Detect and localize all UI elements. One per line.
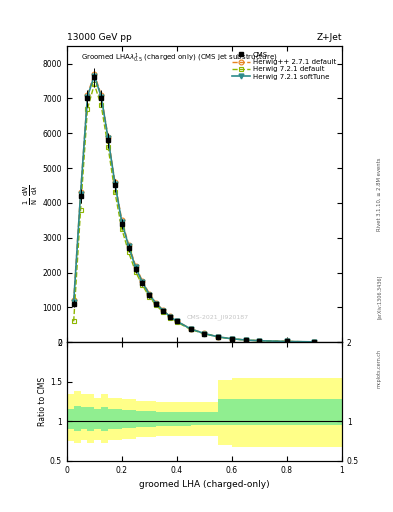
X-axis label: groomed LHA (charged-only): groomed LHA (charged-only): [139, 480, 270, 489]
Y-axis label: $\frac{1}{\mathrm{N}}$ $\frac{\mathrm{d}N}{\mathrm{d}\lambda}$: $\frac{1}{\mathrm{N}}$ $\frac{\mathrm{d}…: [22, 184, 40, 205]
Text: [arXiv:1306.3436]: [arXiv:1306.3436]: [377, 275, 382, 319]
Text: Groomed LHA$\lambda^1_{0.5}$ (charged only) (CMS jet substructure): Groomed LHA$\lambda^1_{0.5}$ (charged on…: [81, 52, 277, 66]
Text: CMS-2021_JI920187: CMS-2021_JI920187: [187, 314, 249, 321]
Text: 13000 GeV pp: 13000 GeV pp: [67, 33, 132, 41]
Text: Z+Jet: Z+Jet: [316, 33, 342, 41]
Y-axis label: Ratio to CMS: Ratio to CMS: [38, 377, 47, 426]
Text: Rivet 3.1.10, ≥ 2.8M events: Rivet 3.1.10, ≥ 2.8M events: [377, 158, 382, 231]
Text: mcplots.cern.ch: mcplots.cern.ch: [377, 349, 382, 388]
Legend: CMS, Herwig++ 2.7.1 default, Herwig 7.2.1 default, Herwig 7.2.1 softTune: CMS, Herwig++ 2.7.1 default, Herwig 7.2.…: [230, 50, 338, 82]
